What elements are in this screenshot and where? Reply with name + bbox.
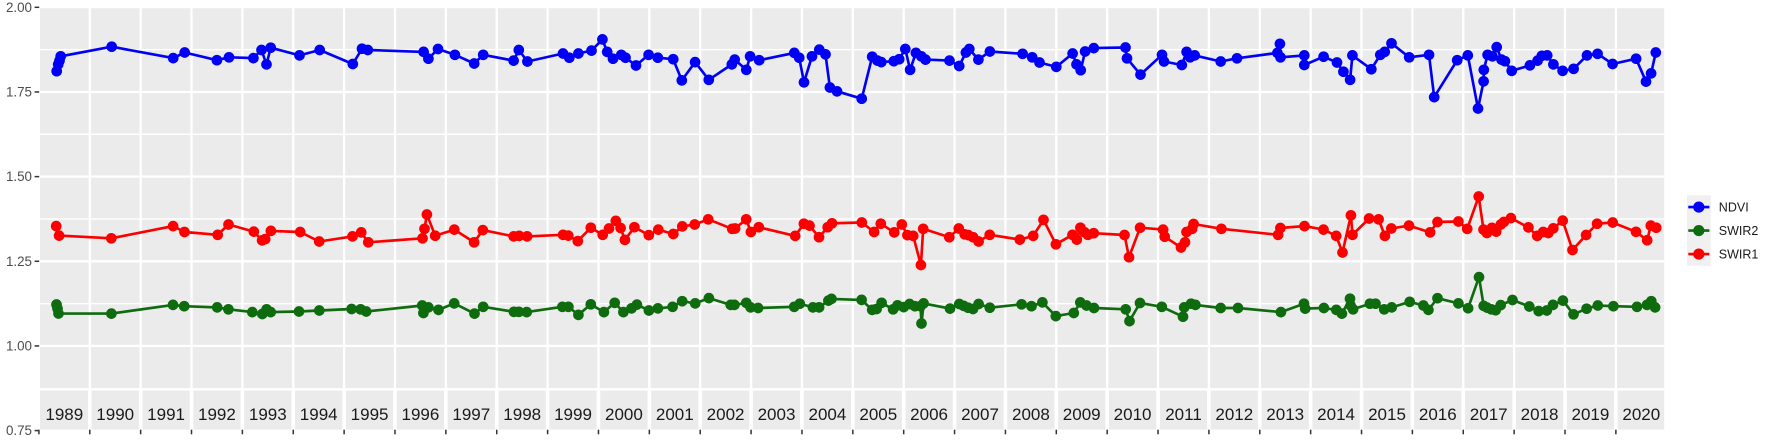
svg-text:1999: 1999: [554, 405, 592, 424]
svg-text:2010: 2010: [1114, 405, 1152, 424]
svg-text:1992: 1992: [198, 405, 236, 424]
svg-text:2011: 2011: [1165, 405, 1202, 424]
svg-text:2000: 2000: [605, 405, 643, 424]
svg-text:1993: 1993: [249, 405, 287, 424]
svg-text:1989: 1989: [45, 405, 83, 424]
svg-text:0.75: 0.75: [6, 423, 32, 438]
svg-text:2009: 2009: [1063, 405, 1101, 424]
svg-text:1.00: 1.00: [6, 339, 32, 354]
svg-text:2002: 2002: [707, 405, 745, 424]
svg-text:2007: 2007: [961, 405, 999, 424]
svg-text:2017: 2017: [1470, 405, 1508, 424]
svg-text:1998: 1998: [503, 405, 541, 424]
svg-text:SWIR2: SWIR2: [1719, 224, 1759, 238]
svg-text:NDVI: NDVI: [1719, 201, 1749, 215]
svg-text:1991: 1991: [147, 405, 185, 424]
svg-text:1990: 1990: [96, 405, 134, 424]
svg-text:2003: 2003: [758, 405, 796, 424]
svg-text:2012: 2012: [1215, 405, 1253, 424]
svg-text:2.00: 2.00: [6, 0, 32, 15]
svg-text:1995: 1995: [351, 405, 389, 424]
svg-text:2001: 2001: [656, 405, 694, 424]
svg-text:2014: 2014: [1317, 405, 1355, 424]
svg-text:1997: 1997: [452, 405, 490, 424]
svg-text:2020: 2020: [1622, 405, 1660, 424]
svg-text:2016: 2016: [1419, 405, 1457, 424]
svg-text:2006: 2006: [910, 405, 948, 424]
svg-text:SWIR1: SWIR1: [1719, 248, 1759, 262]
svg-text:1994: 1994: [300, 405, 338, 424]
svg-text:2018: 2018: [1521, 405, 1559, 424]
svg-text:2005: 2005: [859, 405, 897, 424]
svg-text:1.25: 1.25: [6, 254, 32, 269]
svg-text:1.75: 1.75: [6, 85, 32, 100]
svg-text:2008: 2008: [1012, 405, 1050, 424]
svg-text:2015: 2015: [1368, 405, 1406, 424]
svg-text:2019: 2019: [1571, 405, 1609, 424]
svg-text:2004: 2004: [808, 405, 846, 424]
svg-text:1996: 1996: [401, 405, 439, 424]
svg-text:1.50: 1.50: [6, 169, 32, 184]
svg-text:2013: 2013: [1266, 405, 1304, 424]
